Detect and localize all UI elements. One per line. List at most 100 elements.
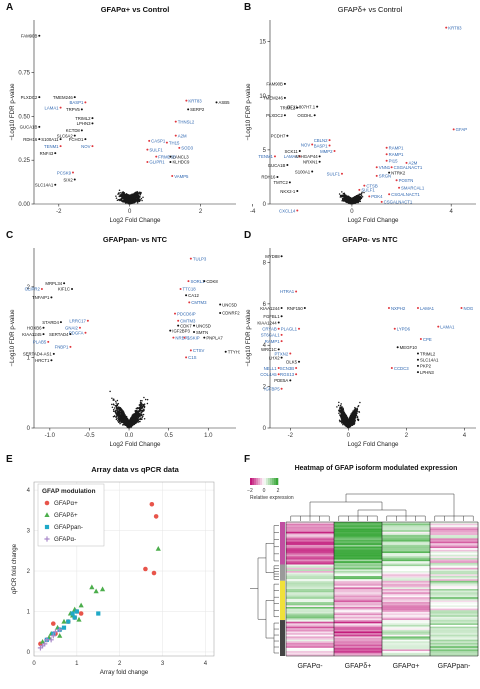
labeled-point [148,139,151,142]
data-point [130,195,132,197]
data-point [142,415,144,418]
gene-label: CDK8 [206,279,218,284]
gene-label: FCHO1 [69,137,84,142]
y-tick-label: 15 [259,40,266,46]
data-point [134,413,136,415]
y-axis-label: −Log10 FDR p-value [9,83,16,141]
data-point [137,420,139,422]
data-point [121,200,124,203]
gene-label: CASP1 [151,139,166,144]
gene-label: THNSL2 [178,119,195,124]
labeled-point [84,331,87,334]
gene-label: NOV [81,144,90,149]
chart-title-e: Array data vs qPCR data [91,465,179,474]
point-cloud [109,390,149,429]
data-point [138,418,141,421]
y-tick-label: 10 [259,94,266,100]
data-point [112,410,115,413]
labeled-point [380,200,383,203]
data-point [134,415,136,418]
data-point [109,390,111,393]
data-point [120,409,123,412]
data-point [116,399,119,402]
x-tick-label: 0.0 [125,433,134,439]
gene-label: GUCA1B [268,163,286,168]
labeled-point [179,287,182,290]
gene-label: LANCL3 [172,154,189,159]
gene-label: KIF1C [58,287,70,292]
data-point [117,193,119,195]
gene-label: TRPV5 [66,107,80,112]
data-point [132,417,134,419]
gene-label: PLAB5 [33,340,47,345]
panel-letter-c: C [6,230,14,241]
gene-label: GLIPR2 [25,287,41,292]
gene-label: GUCA1B [20,125,38,130]
gene-label: SLC14A1 [35,183,54,188]
labeled-point [146,148,149,151]
data-point [339,196,342,198]
data-point [132,419,135,421]
data-point [137,410,139,413]
data-point [143,403,145,406]
gene-label: ARHGAP44 [295,154,319,159]
axes [252,20,476,207]
labeled-point [172,336,175,339]
data-point [136,416,138,419]
data-point [125,418,127,420]
labeled-point [219,303,222,306]
labeled-point [283,114,286,117]
data-point [130,199,133,202]
gene-label: PDCD6IP [177,311,196,316]
data-point [134,410,137,412]
gene-label: SULF1 [149,147,163,152]
data-point [128,421,131,423]
labeled-point [63,282,66,285]
data-point [340,403,342,405]
gene-label: SMTN [196,330,208,335]
labeled-point [73,134,76,137]
y-tick-label: 2 [27,285,31,291]
y-tick-label: 2 [263,385,267,391]
labeled-point [385,153,388,156]
labeled-point [452,128,455,131]
labeled-point [388,193,391,196]
labeled-point [296,106,299,109]
labeled-point [42,333,45,336]
data-point [131,420,133,422]
data-point [121,413,124,415]
gene-label: SIX2 [63,177,73,182]
gene-label: CA12 [188,293,199,298]
data-point [347,199,349,201]
gene-label: VAMP5 [174,174,189,179]
labeled-point [273,155,276,158]
data-point [137,421,139,424]
labeled-point [78,326,81,329]
data-point [134,199,137,202]
gene-label: SERP2 [190,107,205,112]
data-point [136,201,139,204]
data-point [111,406,114,409]
labeled-point [311,143,314,146]
labeled-point [174,312,177,315]
data-point [361,195,364,198]
data-point [350,201,353,204]
gene-label: A2M [178,133,187,138]
labeled-point [193,324,196,327]
data-point [353,409,356,411]
y-tick-label: 0.00 [18,202,30,208]
gene-label: TENM1 [258,154,273,159]
data-point [126,419,128,422]
data-point [116,403,119,406]
data-point [141,400,143,402]
axes [31,20,236,207]
data-point [340,422,343,424]
gene-label: SLC6A2 [57,133,74,138]
gene-label: ASB5 [219,100,231,105]
data-point [112,408,115,411]
data-point [126,201,129,203]
data-point [139,420,141,423]
data-point [136,414,139,417]
labeled-point [219,311,222,314]
data-point [140,409,142,412]
